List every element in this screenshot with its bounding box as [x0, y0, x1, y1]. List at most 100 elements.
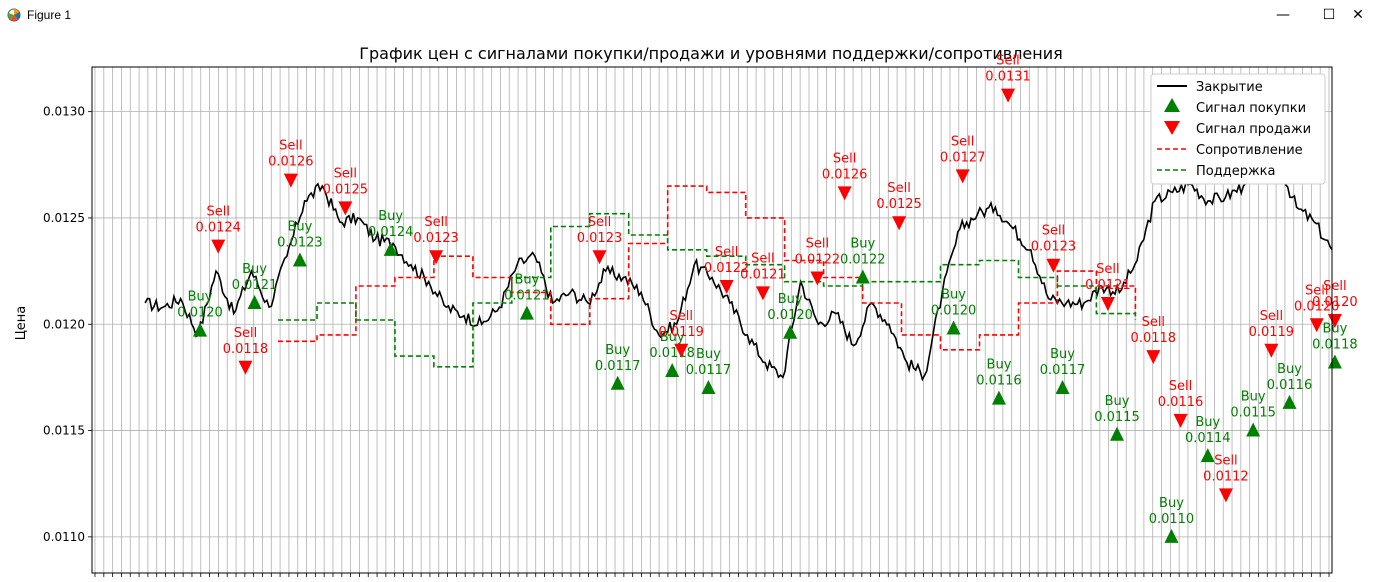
sell-signal-price: 0.0125 [876, 197, 922, 212]
close-button[interactable]: ✕ [1335, 0, 1381, 30]
legend-buy-label: Сигнал покупки [1196, 101, 1306, 116]
sell-signal-marker [238, 360, 253, 375]
sell-signal-price: 0.0123 [577, 231, 623, 246]
sell-signal-label: Sell [996, 54, 1019, 69]
buy-signal-label: Buy [1241, 390, 1266, 405]
sell-signal-label: Sell [279, 139, 302, 154]
sell-signal-label: Sell [234, 326, 257, 341]
sell-signal-label: Sell [334, 166, 357, 181]
sell-signal-label: Sell [1260, 309, 1283, 324]
legend-sell-label: Сигнал продажи [1196, 122, 1311, 137]
sell-signal-price: 0.0126 [822, 167, 868, 182]
sell-signal-marker [1264, 343, 1279, 358]
sell-signal-label: Sell [1169, 379, 1192, 394]
legend-support-label: Поддержка [1196, 164, 1276, 179]
price-chart: График цен с сигналами покупки/продажи и… [14, 44, 1358, 577]
buy-signal-marker [292, 252, 307, 267]
legend-resistance-label: Сопротивление [1196, 143, 1303, 158]
sell-signal-marker [283, 173, 298, 188]
buy-signal-price: 0.0122 [840, 252, 886, 267]
sell-signal-marker [592, 250, 607, 265]
sell-signal-marker [955, 169, 970, 184]
sell-signal-price: 0.0118 [1131, 331, 1177, 346]
buy-signal-label: Buy [188, 290, 213, 305]
buy-signal-marker [855, 269, 870, 284]
sell-signal-label: Sell [588, 215, 611, 230]
sell-signal-label: Sell [1305, 283, 1328, 298]
close-price-line [144, 120, 1333, 382]
sell-signal-marker [338, 201, 353, 216]
buy-signal-price: 0.0117 [595, 359, 641, 374]
maximize-icon: ☐ [1322, 7, 1336, 23]
sell-signal-marker [837, 186, 852, 201]
sell-signal-marker [211, 239, 226, 254]
sell-signal-label: Sell [715, 245, 738, 260]
sell-signal-marker [674, 343, 689, 358]
sell-signal-label: Sell [1096, 262, 1119, 277]
maximize-button[interactable]: ☐ [1306, 0, 1352, 30]
sell-signal-marker [810, 271, 825, 286]
close-icon: ✕ [1352, 7, 1364, 23]
sell-signal-label: Sell [424, 215, 447, 230]
buy-signal-price: 0.0116 [1267, 378, 1313, 393]
window-titlebar: Figure 1 — ☐ ✕ [0, 0, 1381, 30]
sell-signal-price: 0.0125 [323, 182, 369, 197]
buy-signal-label: Buy [660, 330, 685, 345]
sell-signal-label: Sell [806, 236, 829, 251]
buy-signal-marker [247, 294, 262, 309]
sell-signal-price: 0.0131 [985, 70, 1031, 85]
resistance-level-line [278, 185, 1137, 351]
sell-signal-price: 0.0127 [940, 150, 986, 165]
sell-signal-price: 0.0126 [268, 155, 314, 170]
buy-signal-price: 0.0114 [1185, 431, 1231, 446]
buy-signal-price: 0.0117 [686, 363, 732, 378]
buy-signal-marker [1055, 380, 1070, 395]
buy-signal-price: 0.0115 [1094, 410, 1140, 425]
sell-signal-label: Sell [887, 181, 910, 196]
buy-signal-marker [1109, 426, 1124, 441]
buy-signal-label: Buy [1195, 415, 1220, 430]
buy-signal-label: Buy [941, 288, 966, 303]
buy-signal-marker [519, 305, 534, 320]
minimize-button[interactable]: — [1260, 0, 1306, 30]
buy-signal-price: 0.0115 [1230, 406, 1276, 421]
chart-title: График цен с сигналами покупки/продажи и… [359, 44, 1063, 63]
buy-signal-price: 0.0124 [368, 225, 414, 240]
buy-signal-price: 0.0121 [232, 278, 278, 293]
sell-signal-marker [755, 286, 770, 301]
support-level-line [278, 212, 1137, 368]
buy-signal-price: 0.0120 [931, 304, 977, 319]
sell-signal-price: 0.0122 [795, 252, 841, 267]
sell-signal-price: 0.0123 [413, 231, 459, 246]
buy-signal-price: 0.0120 [177, 306, 223, 321]
buy-signal-label: Buy [778, 292, 803, 307]
minimize-icon: — [1276, 7, 1290, 23]
sell-signal-marker [1001, 88, 1016, 103]
buy-signal-label: Buy [242, 262, 267, 277]
buy-signal-marker [665, 363, 680, 378]
sell-signal-price: 0.0121 [740, 267, 786, 282]
buy-signal-label: Buy [987, 358, 1012, 373]
sell-signal-marker [1146, 350, 1161, 365]
sell-signal-marker [719, 279, 734, 294]
buy-signal-marker [1246, 422, 1261, 437]
buy-signal-price: 0.0117 [1040, 363, 1086, 378]
sell-signal-label: Sell [951, 134, 974, 149]
buy-signal-label: Buy [605, 343, 630, 358]
sell-signal-price: 0.0119 [1249, 325, 1295, 340]
sell-signal-marker [1173, 413, 1188, 428]
sell-signal-label: Sell [1323, 279, 1346, 294]
sell-signal-label: Sell [833, 151, 856, 166]
buy-signal-label: Buy [1322, 322, 1347, 337]
sell-signal-price: 0.0120 [1294, 299, 1340, 314]
buy-signal-marker [701, 380, 716, 395]
buy-signal-marker [383, 241, 398, 256]
sell-signal-marker [1100, 296, 1115, 311]
sell-signal-price: 0.0116 [1158, 395, 1204, 410]
buy-signal-price: 0.0120 [767, 308, 813, 323]
sell-signal-label: Sell [751, 251, 774, 266]
y-axis-label: Цена [14, 306, 29, 341]
buy-signal-marker [783, 324, 798, 339]
y-tick-label: 0.0120 [43, 317, 85, 331]
plot-frame [91, 66, 1333, 574]
